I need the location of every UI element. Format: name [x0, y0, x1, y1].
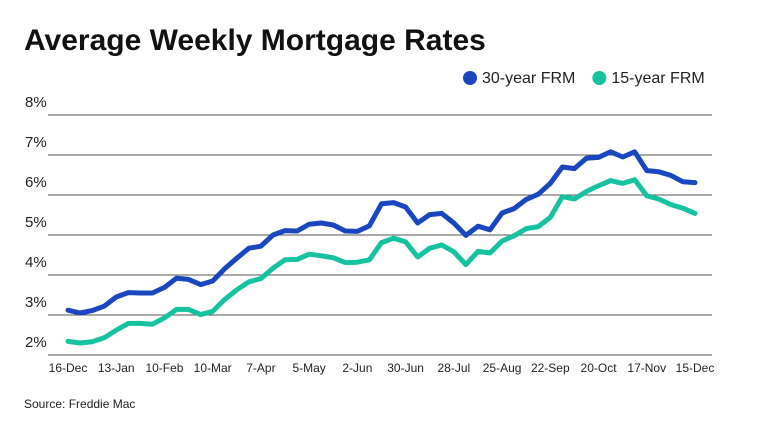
series-line — [65, 149, 698, 316]
x-tick-label: 7-Apr — [246, 361, 275, 375]
x-tick-label: 17-Nov — [627, 361, 666, 375]
chart-title: Average Weekly Mortgage Rates — [24, 24, 486, 57]
x-tick-label: 15-Dec — [676, 361, 715, 375]
legend-marker — [592, 71, 607, 85]
source: Source: Freddie Mac — [24, 397, 135, 411]
y-tick-label: 6% — [25, 174, 47, 191]
x-tick-label: 5-May — [292, 361, 325, 375]
y-tick-label: 7% — [25, 134, 47, 151]
legend-label: 30-year FRM — [482, 70, 575, 87]
series-line — [65, 177, 698, 346]
y-tick-label: 2% — [25, 334, 47, 351]
x-tick-label: 2-Jun — [342, 361, 372, 375]
y-tick-label: 5% — [25, 214, 47, 231]
x-tick-label: 10-Mar — [194, 361, 232, 375]
x-tick-label: 22-Sep — [531, 361, 570, 375]
x-tick-label: 13-Jan — [98, 361, 135, 375]
x-tick-label: 25-Aug — [483, 361, 522, 375]
y-tick-label: 8% — [25, 94, 47, 111]
y-tick-label: 4% — [25, 254, 47, 271]
legend-label: 15-year FRM — [611, 70, 704, 87]
x-tick-label: 20-Oct — [581, 361, 618, 375]
x-tick-label: 16-Dec — [49, 361, 88, 375]
legend-marker — [463, 71, 477, 85]
x-tick-label: 10-Feb — [145, 361, 183, 375]
x-tick-label: 28-Jul — [438, 361, 471, 375]
x-tick-label: 30-Jun — [387, 361, 424, 375]
y-tick-label: 3% — [25, 294, 47, 311]
